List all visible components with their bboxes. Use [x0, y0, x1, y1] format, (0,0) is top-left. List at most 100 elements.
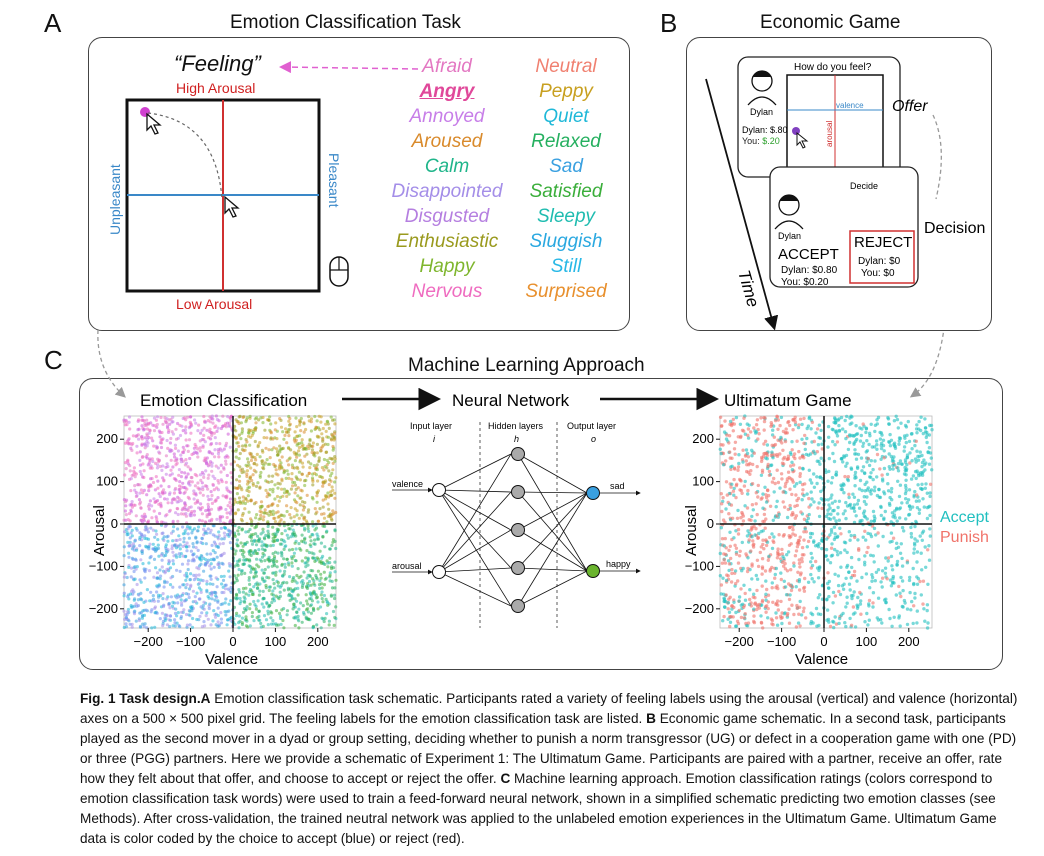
- output-symbol: o: [591, 434, 596, 444]
- panel-a-letter: A: [44, 8, 62, 38]
- x-tick-label: 200: [307, 634, 329, 649]
- panel-a-title: Emotion Classification Task: [230, 12, 461, 33]
- offer-label: Offer: [892, 98, 928, 115]
- sad-output-label: sad: [610, 481, 625, 491]
- x-tick-label: 0: [229, 634, 236, 649]
- emotion-words-left: Afraid Angry Annoyed Aroused Calm Disappointe…: [382, 54, 512, 304]
- caption-a-text: Emotion classification task schematic. P…: [80, 691, 1018, 726]
- avatar-icon: [774, 194, 804, 230]
- x-tick-label: −100: [176, 634, 205, 649]
- y-tick-label: −100: [685, 558, 714, 573]
- output-layer-label: Output layer: [567, 421, 616, 431]
- hidden-node: [511, 561, 525, 575]
- arousal-axis-label-2: Arousal: [683, 505, 700, 556]
- x-tick-label: −100: [767, 634, 796, 649]
- input-layer-label: Input layer: [410, 421, 452, 431]
- y-tick-label: −200: [89, 601, 118, 616]
- emotion-word-happy: Happy: [419, 256, 475, 277]
- emotion-word-afraid: Afraid: [422, 56, 472, 77]
- time-label: Time: [734, 268, 763, 309]
- rating-grid-figure: “Feeling” High Arousal Low Arousal Unple…: [107, 51, 419, 312]
- hidden-node: [511, 599, 525, 613]
- hidden-node: [511, 447, 525, 461]
- low-arousal-label: Low Arousal: [176, 296, 252, 312]
- valence-axis-label: Valence: [205, 651, 258, 668]
- panel-c-letter: C: [44, 345, 63, 375]
- accept-you: You: $0.20: [781, 277, 829, 288]
- valence-input-label: valence: [392, 479, 423, 489]
- unpleasant-label: Unpleasant: [107, 164, 123, 235]
- hidden-node: [511, 523, 525, 537]
- emotion-word-quiet: Quiet: [543, 106, 589, 127]
- reject-box: [849, 230, 915, 284]
- dylan-name-2: Dylan: [778, 231, 801, 241]
- ultimatum-scatter-plot: −200 −100 0 100 200 200 100 0 −100 −200 Valence A…: [683, 414, 989, 668]
- x-tick-label: −200: [134, 634, 163, 649]
- y-tick-label: 0: [111, 516, 118, 531]
- avatar-icon: [747, 70, 777, 106]
- emotion-word-sad: Sad: [549, 156, 583, 177]
- decide-label: Decide: [850, 181, 878, 191]
- reject-option: REJECT: [854, 234, 912, 251]
- y-tick-label: −100: [89, 558, 118, 573]
- happy-output-label: happy: [606, 559, 631, 569]
- emotion-scatter-plot: −200 −100 0 100 200 200 100 0 −100 −200 Valence A…: [89, 414, 338, 668]
- emotion-word-calm: Calm: [424, 156, 470, 177]
- mouse-icon: [329, 256, 349, 287]
- dylan-name: Dylan: [750, 107, 773, 117]
- y-tick-label: 200: [692, 431, 714, 446]
- hidden-symbol: h: [514, 434, 519, 444]
- cursor-icon: [224, 195, 240, 218]
- emotion-word-surprised: Surprised: [525, 281, 607, 302]
- reject-dylan: Dylan: $0: [858, 256, 901, 267]
- sad-node: [586, 486, 600, 500]
- input-node: [432, 565, 446, 579]
- high-arousal-label: High Arousal: [176, 80, 255, 96]
- x-tick-label: 200: [898, 634, 920, 649]
- valence-axis-label-2: Valence: [795, 651, 848, 668]
- how-do-you-feel-label: How do you feel?: [794, 62, 872, 73]
- pleasant-label: Pleasant: [326, 153, 342, 208]
- neural-network-diagram: Input layer i Hidden layers h Output lay…: [392, 421, 641, 628]
- accept-legend: Accept: [940, 509, 989, 526]
- emotion-word-aroused: Aroused: [411, 131, 483, 152]
- panel-b-box: [686, 37, 992, 331]
- emotion-classification-title: Emotion Classification: [140, 391, 307, 410]
- figure-caption: Fig. 1 Task design.A Emotion classificat…: [80, 689, 1024, 849]
- y-tick-label: −200: [685, 601, 714, 616]
- emotion-word-still: Still: [550, 256, 582, 277]
- panel-a-box: [88, 37, 630, 331]
- decision-label: Decision: [924, 220, 985, 237]
- x-tick-label: 100: [856, 634, 878, 649]
- accept-dylan: Dylan: $0.80: [781, 265, 838, 276]
- input-symbol: i: [433, 434, 436, 444]
- svg-text:You: $.20: You: $.20: [742, 136, 780, 146]
- emotion-word-sluggish: Sluggish: [529, 231, 603, 252]
- accept-option: ACCEPT: [778, 246, 839, 263]
- hidden-node: [511, 485, 525, 499]
- reject-you: You: $0: [861, 268, 895, 279]
- panel-c-box: [79, 378, 1003, 670]
- cursor-icon: [146, 112, 162, 135]
- emotion-word-relaxed: Relaxed: [531, 131, 601, 152]
- arousal-axis-label: Arousal: [91, 505, 108, 556]
- caption-fig: Fig. 1 Task design.: [80, 691, 201, 706]
- emotion-word-angry: Angry: [419, 81, 475, 102]
- x-tick-label: −200: [725, 634, 754, 649]
- caption-a-letter: A: [200, 691, 211, 706]
- emotion-word-disappointed: Disappointed: [391, 181, 503, 202]
- emotion-word-peppy: Peppy: [539, 81, 593, 102]
- panel-b-title: Economic Game: [760, 12, 901, 33]
- panel-b-letter: B: [660, 8, 678, 38]
- emotion-word-annoyed: Annoyed: [409, 106, 485, 127]
- y-tick-label: 100: [692, 474, 714, 489]
- hidden-layers-label: Hidden layers: [488, 421, 544, 431]
- happy-node: [586, 564, 600, 578]
- panel-c-title: Machine Learning Approach: [408, 355, 645, 376]
- offer-dylan: Dylan: $.80: [742, 125, 788, 135]
- y-tick-label: 200: [96, 431, 118, 446]
- emotion-word-sleepy: Sleepy: [536, 206, 596, 227]
- emotion-word-disgusted: Disgusted: [404, 206, 490, 227]
- emotion-word-neutral: Neutral: [535, 56, 597, 77]
- caption-c-text: Machine learning approach. Emotion class…: [80, 771, 997, 846]
